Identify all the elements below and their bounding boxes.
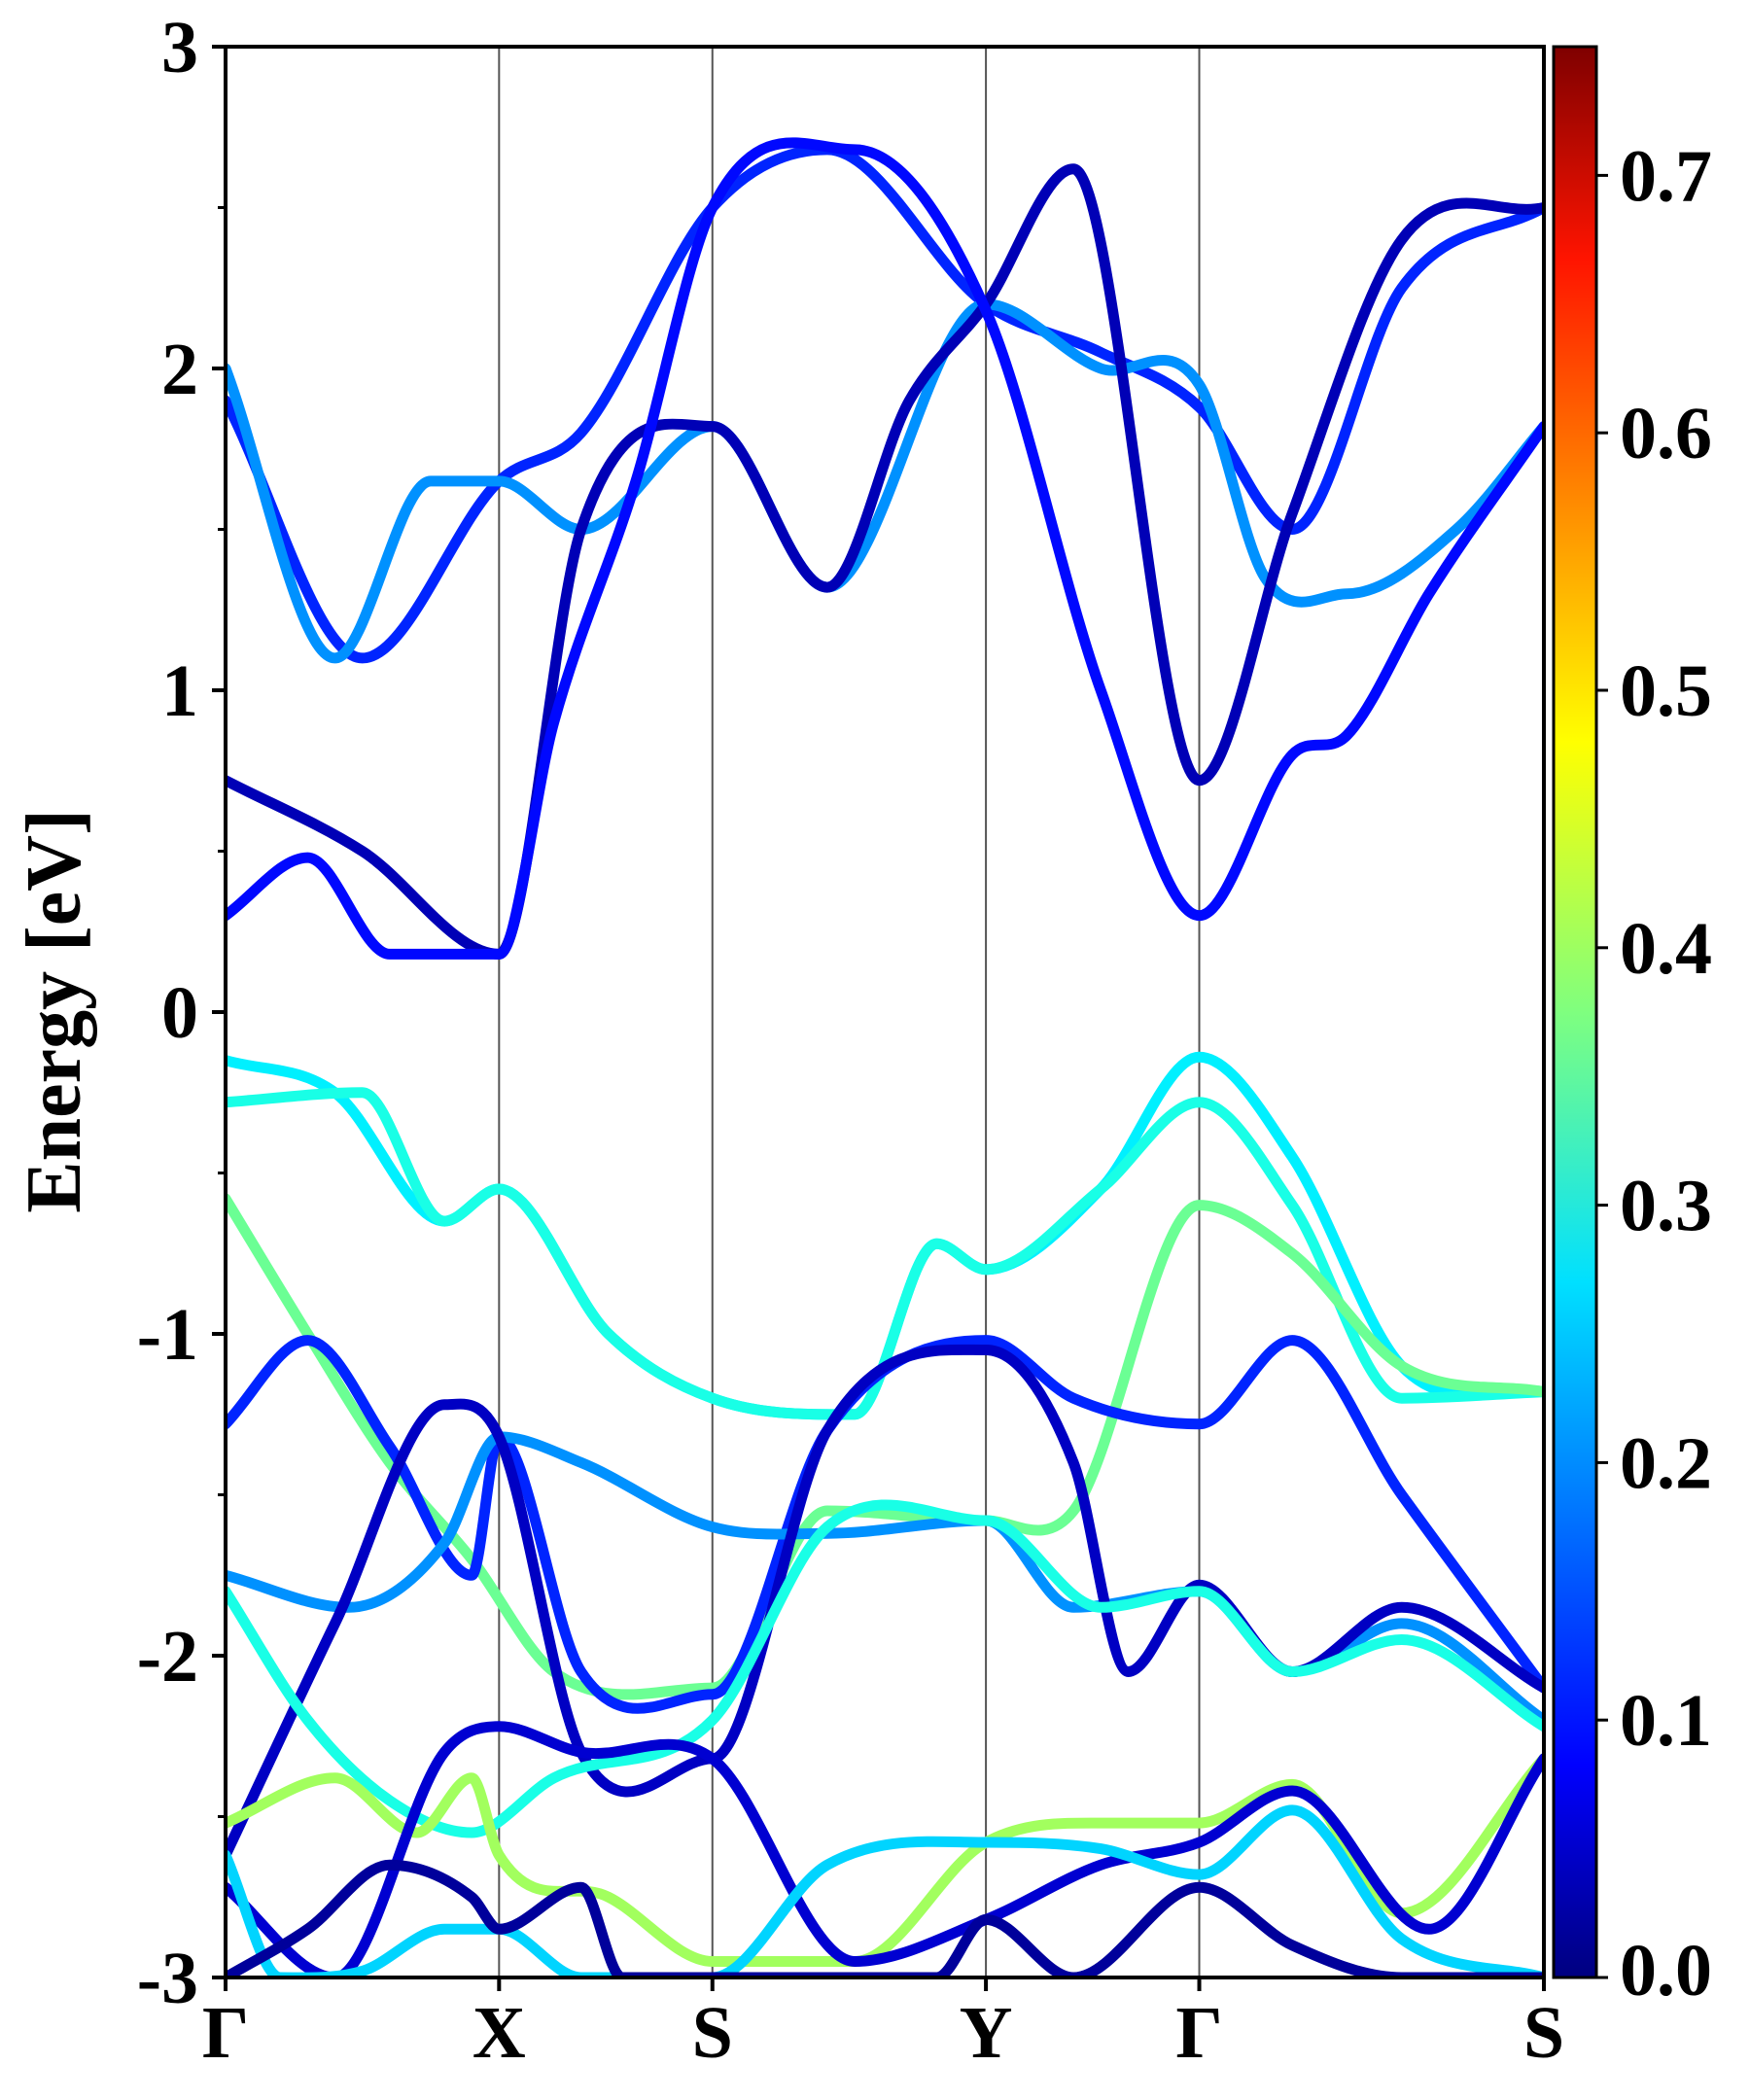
colorbar-tick-label: 0.6 (1620, 393, 1712, 474)
band-cb5 (226, 144, 1544, 664)
band-vb10 (226, 1804, 1544, 1978)
band-cb2 (226, 137, 1544, 960)
band-vb5 (226, 1431, 1544, 1726)
x-tick-label: X (472, 1992, 526, 2074)
colorbar-tick-label: 0.1 (1620, 1680, 1712, 1762)
y-tick-label: 1 (161, 650, 198, 732)
y-axis: 3 2 1 0 -1 -2 -3 (137, 7, 226, 2019)
y-tick-label: -3 (137, 1938, 198, 2019)
high-symmetry-lines (498, 47, 1201, 1978)
x-tick-label: Γ (202, 1992, 249, 2074)
y-tick-label: -2 (137, 1616, 198, 1698)
x-tick-label: S (692, 1992, 733, 2074)
y-tick-label: 3 (161, 7, 198, 88)
plot-frame (224, 45, 1546, 1979)
band-cb4 (226, 298, 1544, 664)
y-axis-label: Energy [eV] (12, 809, 97, 1212)
colorbar-tick-label: 0.5 (1620, 650, 1712, 732)
colorbar-ticks: 0.0 0.1 0.2 0.3 0.4 0.5 0.6 0.7 (1596, 135, 1712, 2012)
x-tick-label: S (1523, 1992, 1564, 2074)
colorbar-tick-label: 0.3 (1620, 1166, 1712, 1247)
y-tick-label: 0 (161, 972, 198, 1054)
colorbar-tick-label: 0.2 (1620, 1422, 1712, 1504)
colorbar (1552, 45, 1598, 1979)
colorbar-tick-label: 0.0 (1620, 1930, 1712, 2012)
band-vb2 (226, 1087, 1544, 1420)
y-tick-label: 2 (161, 329, 198, 410)
colorbar-tick-label: 0.4 (1620, 908, 1712, 990)
band-vb7 (226, 1499, 1544, 1838)
band-vb9 (226, 1721, 1544, 1978)
band-vb4 (226, 1335, 1544, 1714)
colorbar-tick-label: 0.7 (1620, 135, 1712, 217)
band-vb11 (226, 1859, 1544, 1978)
band-vb3 (226, 1193, 1544, 1700)
x-tick-label: Y (960, 1992, 1013, 2074)
x-tick-label: Γ (1175, 1992, 1222, 2074)
y-tick-label: -1 (137, 1294, 198, 1376)
band-cb3 (226, 163, 1544, 960)
bands (226, 137, 1544, 1978)
